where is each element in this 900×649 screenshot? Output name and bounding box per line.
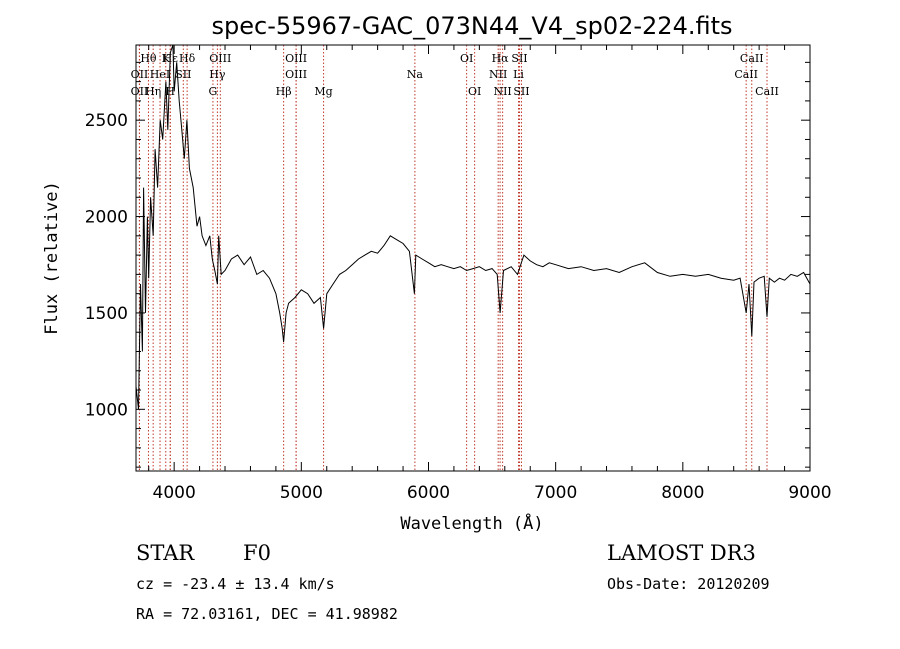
line-label: CaII [740,52,764,65]
line-label: Mg [314,85,332,98]
line-label: OIII [285,68,307,81]
line-label: OII [131,85,149,98]
x-axis: 4000 5000 6000 7000 8000 9000 [148,45,832,503]
line-markers [138,45,768,471]
object-class: STAR [136,541,195,565]
y-tick-label: 2000 [85,208,128,228]
survey-name: LAMOST DR3 [607,541,756,565]
y-axis-label: Flux (relative) [42,181,62,335]
line-label: K [162,52,171,65]
x-axis-label: Wavelength (Å) [400,512,543,534]
line-label: Hθ [140,52,157,65]
chart-title: spec-55967-GAC_073N44_V4_sp02-224.fits [212,12,733,40]
y-tick-label: 1000 [85,400,128,420]
line-label: Hβ [276,85,292,98]
line-label: Li [513,68,524,81]
line-label: Hγ [209,68,226,81]
obs-date-text: Obs-Date: 20120209 [607,575,770,593]
line-label: SII [175,68,191,81]
line-label: OI [468,85,481,98]
line-label: CaII [734,68,758,81]
x-tick-label: 5000 [280,483,323,503]
line-label: CaII [755,85,779,98]
line-label: SII [511,52,527,65]
line-label: Hα [492,52,510,65]
redshift-text: cz = -23.4 ± 13.4 km/s [136,575,335,593]
line-label: SII [513,85,529,98]
coordinates-text: RA = 72.03161, DEC = 41.98982 [136,605,398,623]
line-label: G [209,85,218,98]
line-label: Hη [145,85,161,98]
line-label: H [165,85,175,98]
line-label: OII [131,68,149,81]
line-label: Na [407,68,424,81]
object-subclass: F0 [243,541,271,565]
y-tick-label: 2500 [85,111,128,131]
x-tick-label: 9000 [788,483,831,503]
line-label: HeI [150,68,170,81]
line-label: OIII [209,52,231,65]
x-tick-label: 8000 [661,483,704,503]
line-label: OI [460,52,473,65]
plot-frame [135,44,811,472]
line-label: NII [489,68,507,81]
line-label: OIII [285,52,307,65]
x-tick-label: 4000 [153,483,196,503]
line-label: NII [493,85,511,98]
x-tick-label: 6000 [407,483,450,503]
y-tick-label: 1500 [85,304,128,324]
x-tick-label: 7000 [534,483,577,503]
line-label: Hδ [179,52,196,65]
y-axis: 1000 1500 2000 2500 [85,61,810,468]
spectrum-line [135,44,811,410]
